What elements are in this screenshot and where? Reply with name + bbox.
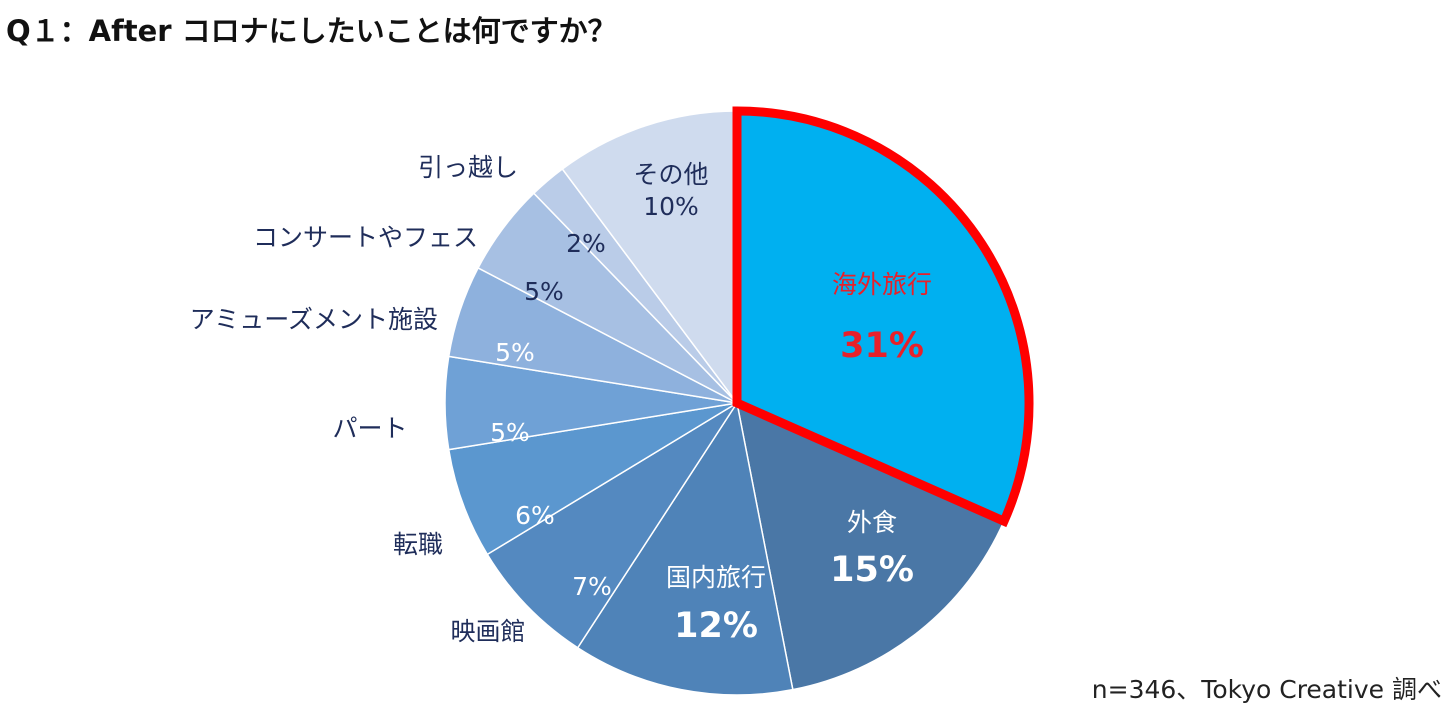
value-label-slice-6: 5% (490, 418, 530, 447)
value-label-slice-8: 5% (524, 277, 564, 306)
value-label-slice-7: 5% (495, 338, 535, 367)
pie-slice-10 (561, 110, 738, 406)
highlight-outline-slice-1 (732, 106, 1034, 528)
category-label-slice-3: 国内旅行 (666, 563, 766, 592)
category-label-slice-6: パート (332, 414, 407, 443)
pie-slices (444, 110, 1030, 696)
value-label-slice-3: 12% (674, 606, 758, 646)
value-label-slice-2: 15% (830, 550, 914, 590)
category-label-slice-1: 海外旅行 (832, 270, 932, 299)
outer-labels: 映画館 転職 パート アミューズメント施設 コンサートやフェス 引っ越し (190, 153, 526, 646)
category-label-slice-5: 転職 (393, 530, 443, 559)
value-label-slice-10: 10% (643, 192, 699, 221)
category-label-slice-4: 映画館 (450, 617, 525, 646)
pie-slice-2 (735, 401, 1005, 691)
pie-slice-3 (576, 401, 794, 696)
category-label-slice-9: 引っ越し (418, 153, 518, 182)
pie-slice-4 (486, 402, 738, 649)
value-label-slice-4: 7% (572, 572, 612, 601)
value-label-slice-1: 31% (840, 326, 924, 366)
category-label-slice-10: その他 (633, 160, 708, 189)
highlight-outline (732, 106, 1034, 528)
source-note: n=346、Tokyo Creative 調べ (1091, 675, 1442, 704)
category-label-slice-8: コンサートやフェス (253, 223, 478, 252)
chart-title: Q１：After コロナにしたいことは何ですか？ (6, 14, 617, 48)
value-label-slice-9: 2% (566, 229, 606, 258)
category-label-slice-7: アミューズメント施設 (190, 305, 438, 334)
value-label-slice-5: 6% (515, 501, 555, 530)
category-label-slice-2: 外食 (847, 508, 897, 537)
